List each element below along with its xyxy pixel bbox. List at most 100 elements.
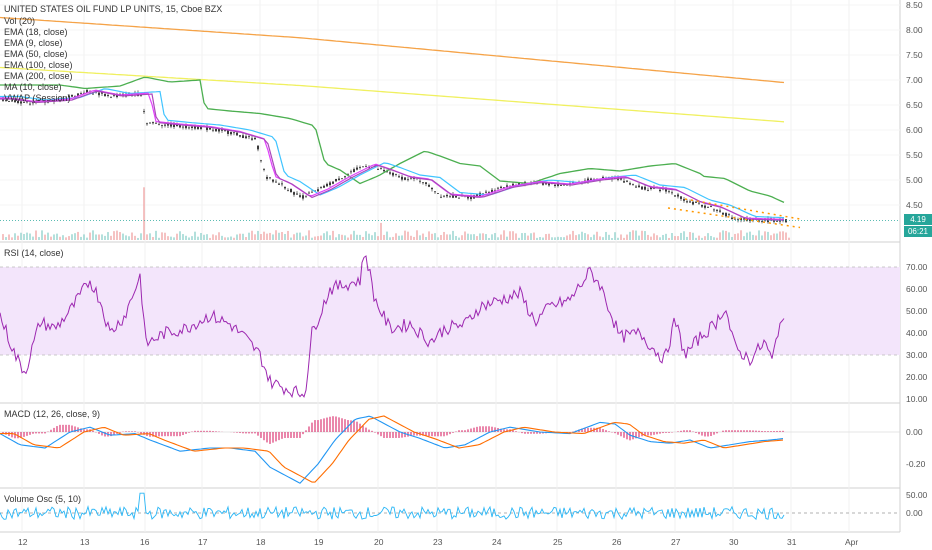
volume-bar xyxy=(257,230,259,240)
volume-bar xyxy=(674,236,676,240)
candle-body xyxy=(68,95,70,98)
candle-body xyxy=(512,183,514,186)
candle-body xyxy=(380,168,382,170)
volume-bar xyxy=(446,234,448,240)
volume-bar xyxy=(314,236,316,240)
study-label[interactable]: EMA (100, close) xyxy=(4,60,73,70)
candle-body xyxy=(389,172,391,174)
candle-body xyxy=(704,205,706,208)
volume-bar xyxy=(17,235,19,240)
candle-body xyxy=(287,190,289,192)
volume-bar xyxy=(212,234,214,240)
volume-bar xyxy=(362,236,364,240)
candle-body xyxy=(386,171,388,173)
candle-body xyxy=(233,132,235,134)
volume-bar xyxy=(488,237,490,240)
candle-body xyxy=(347,173,349,175)
study-label[interactable]: EMA (200, close) xyxy=(4,71,73,81)
candle-body xyxy=(728,214,730,216)
candle-body xyxy=(623,181,625,183)
volume-bar xyxy=(404,230,406,240)
candle-body xyxy=(440,196,442,198)
study-label[interactable]: MA (10, close) xyxy=(4,82,62,92)
candle-body xyxy=(470,196,472,200)
volume-bar xyxy=(155,230,157,240)
candle-body xyxy=(638,185,640,188)
volume-bar xyxy=(551,237,553,240)
candle-body xyxy=(284,186,286,189)
volume-bar xyxy=(566,235,568,240)
volume-bar xyxy=(239,233,241,240)
rsi-title[interactable]: RSI (14, close) xyxy=(4,248,64,258)
candle-body xyxy=(356,167,358,170)
study-label[interactable]: VWAP (Session) xyxy=(4,93,71,103)
candle-body xyxy=(497,187,499,189)
candle-body xyxy=(659,189,661,192)
volume-bar xyxy=(230,236,232,240)
candle-body xyxy=(353,169,355,173)
macd-title[interactable]: MACD (12, 26, close, 9) xyxy=(4,409,101,419)
volume-bar xyxy=(50,236,52,240)
volume-bar xyxy=(644,231,646,240)
volume-bar xyxy=(497,237,499,240)
volume-bar xyxy=(152,236,154,240)
time-tick: 12 xyxy=(18,537,28,547)
macd-tick: -0.20 xyxy=(906,459,926,469)
candle-body xyxy=(644,186,646,190)
candle-body xyxy=(164,124,166,126)
candle-body xyxy=(407,179,409,181)
study-label[interactable]: EMA (18, close) xyxy=(4,27,68,37)
candle-body xyxy=(104,93,106,97)
volume-bar xyxy=(68,236,70,240)
candle-body xyxy=(557,183,559,186)
candle-body xyxy=(359,167,361,168)
volume-bar xyxy=(767,231,769,240)
candle-body xyxy=(218,129,220,132)
candle-body xyxy=(86,89,88,93)
time-tick: 25 xyxy=(553,537,563,547)
candle-body xyxy=(179,124,181,128)
volume-bar xyxy=(83,234,85,240)
candle-body xyxy=(224,130,226,132)
volume-bar xyxy=(62,235,64,240)
candle-body xyxy=(239,135,241,137)
candle-body xyxy=(299,195,301,197)
volume-bar xyxy=(308,230,310,240)
volume-bar xyxy=(92,230,94,240)
volume-bar xyxy=(461,235,463,240)
candle-body xyxy=(5,100,7,102)
candle-body xyxy=(17,101,19,104)
candle-body xyxy=(362,166,364,168)
volume-bar xyxy=(392,236,394,240)
study-label[interactable]: Vol (20) xyxy=(4,16,36,26)
volume-bar xyxy=(755,235,757,240)
candle-body xyxy=(242,135,244,139)
volume-osc-line xyxy=(0,492,785,521)
volume-bar xyxy=(242,233,244,240)
candle-body xyxy=(161,125,163,127)
ema-100-line xyxy=(0,66,785,123)
candle-body xyxy=(734,218,736,220)
candle-body xyxy=(71,94,73,97)
candle-body xyxy=(101,92,103,94)
candle-body xyxy=(83,92,85,94)
volume-bar xyxy=(758,230,760,240)
rsi-tick: 30.00 xyxy=(906,350,928,360)
volume-bar xyxy=(35,230,37,240)
time-tick: 27 xyxy=(671,537,681,547)
study-label[interactable]: EMA (9, close) xyxy=(4,38,63,48)
symbol-title: UNITED STATES OIL FUND LP UNITS, 15, Cbo… xyxy=(4,4,223,14)
volume-bar xyxy=(770,235,772,240)
volume-bar xyxy=(602,237,604,240)
candle-body xyxy=(260,160,262,162)
volume-bar xyxy=(707,233,709,240)
candle-body xyxy=(173,123,175,128)
volume-bar xyxy=(224,237,226,240)
ema-50-line xyxy=(0,76,785,203)
volosc-title[interactable]: Volume Osc (5, 10) xyxy=(4,494,82,504)
volume-bar xyxy=(416,230,418,240)
candle-body xyxy=(146,123,148,125)
study-label[interactable]: EMA (50, close) xyxy=(4,49,68,59)
volume-bar xyxy=(29,233,31,240)
